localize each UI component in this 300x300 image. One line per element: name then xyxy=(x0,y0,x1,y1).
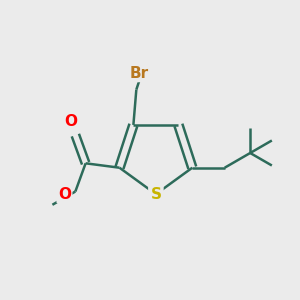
Text: O: O xyxy=(58,187,71,202)
Text: Br: Br xyxy=(130,66,149,81)
Text: S: S xyxy=(150,187,161,202)
Text: O: O xyxy=(64,114,77,129)
